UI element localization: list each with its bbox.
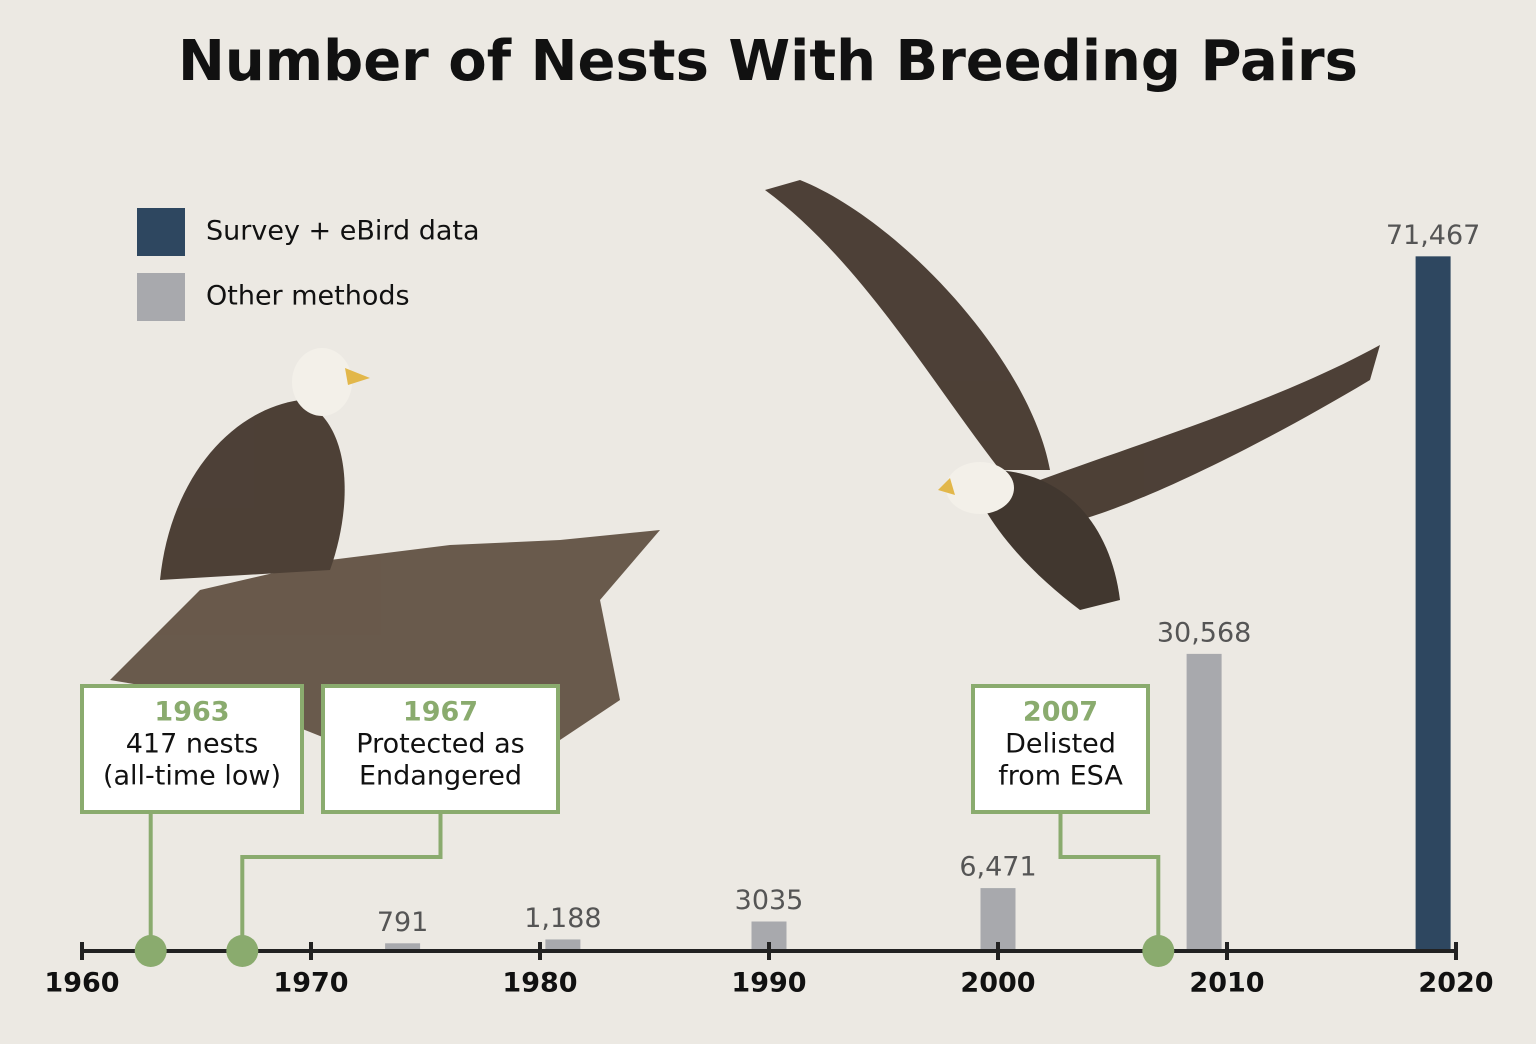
milestone-box: [80, 684, 304, 814]
milestone-text: 417 nests: [126, 729, 259, 760]
milestone-connector: [240, 812, 443, 951]
x-tick-label: 2020: [1418, 968, 1493, 999]
bar-value-label: 3035: [735, 885, 804, 916]
bar-value-label: 71,467: [1386, 220, 1480, 251]
milestone-box: [321, 684, 560, 814]
legend-label: Survey + eBird data: [206, 216, 480, 247]
x-tick-label: 1970: [273, 968, 348, 999]
milestone-text: Endangered: [359, 761, 522, 792]
bar: [980, 888, 1016, 951]
x-tick-label: 2000: [960, 968, 1035, 999]
milestone-dot: [1142, 935, 1175, 967]
bar: [385, 943, 421, 951]
milestone-dot: [134, 935, 167, 967]
x-tick-label: 1980: [502, 968, 577, 999]
milestone-text: Delisted: [1005, 729, 1116, 760]
flying-eagle-illustration: [765, 180, 1380, 610]
bar: [545, 939, 581, 951]
milestone-year: 2007: [1023, 697, 1098, 728]
milestone-year: 1967: [403, 697, 478, 728]
bar: [1186, 653, 1222, 951]
chart-title: Number of Nests With Breeding Pairs: [178, 29, 1358, 94]
milestone-text: Protected as: [356, 729, 524, 760]
x-tick-label: 1990: [731, 968, 806, 999]
milestone-text: from ESA: [998, 761, 1123, 792]
bar-value-label: 791: [377, 907, 429, 938]
milestone-dot: [226, 935, 259, 967]
bar-value-label: 30,568: [1157, 617, 1251, 648]
milestone-year: 1963: [154, 697, 229, 728]
legend-swatch: [137, 273, 185, 321]
x-tick-label: 2010: [1189, 968, 1264, 999]
legend-label: Other methods: [206, 281, 410, 312]
milestone-text: (all-time low): [103, 761, 281, 792]
bar-value-label: 6,471: [959, 852, 1036, 883]
milestone-connector: [1058, 812, 1161, 951]
bar: [1415, 256, 1451, 951]
legend-swatch: [137, 208, 185, 256]
x-tick-label: 1960: [44, 968, 119, 999]
milestone-box: [971, 684, 1150, 814]
bar-value-label: 1,188: [524, 903, 601, 934]
